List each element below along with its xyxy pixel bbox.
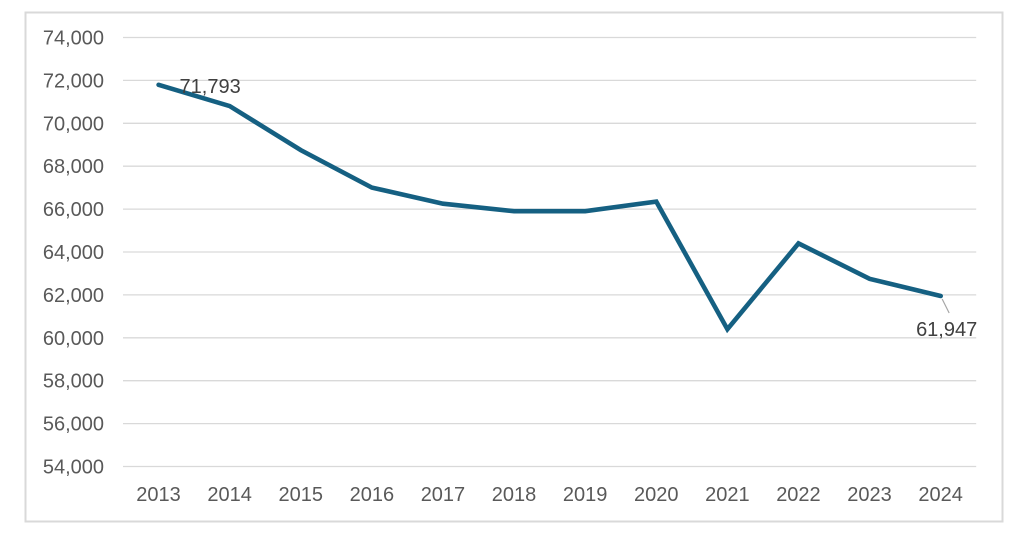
data-label-leader-line [941,298,950,314]
y-tick-label: 64,000 [43,242,104,264]
chart-area-border [24,11,1004,523]
data-label: 71,793 [180,76,241,98]
y-tick-label: 72,000 [43,70,104,92]
y-tick-label: 58,000 [43,371,104,393]
x-tick-label: 2016 [350,484,395,506]
x-tick-label: 2022 [776,484,821,506]
y-tick-label: 60,000 [43,328,104,350]
y-tick-label: 74,000 [43,28,104,50]
x-tick-label: 2015 [279,484,324,506]
y-tick-label: 66,000 [43,199,104,221]
x-tick-label: 2017 [421,484,466,506]
x-tick-label: 2020 [634,484,679,506]
y-tick-label: 70,000 [43,113,104,135]
x-tick-label: 2023 [847,484,892,506]
data-label: 61,947 [916,319,977,341]
y-tick-label: 68,000 [43,156,104,178]
x-tick-label: 2019 [563,484,608,506]
series-line [156,82,944,334]
x-tick-label: 2018 [492,484,537,506]
y-tick-label: 56,000 [43,414,104,436]
x-tick-label: 2013 [136,484,181,506]
y-tick-label: 54,000 [43,457,104,479]
x-tick-label: 2021 [705,484,750,506]
x-tick-label: 2014 [207,484,252,506]
y-tick-label: 62,000 [43,285,104,307]
x-tick-label: 2024 [918,484,963,506]
